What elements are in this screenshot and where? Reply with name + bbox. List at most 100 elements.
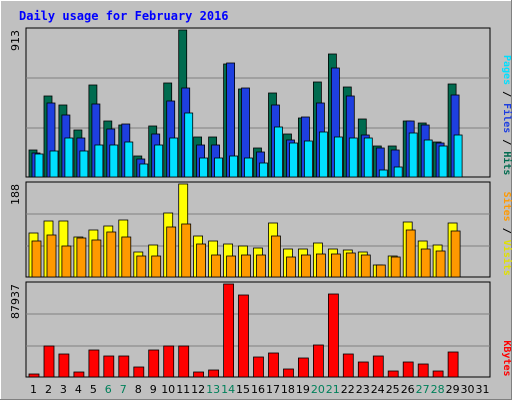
bar-pages-day-16 [259, 162, 268, 178]
bar-kbytes-day-13 [208, 369, 220, 378]
bar-kbytes-day-14 [223, 283, 235, 378]
day-tick-29: 29 [446, 383, 460, 396]
bar-kbytes-day-3 [58, 353, 70, 378]
bar-pages-day-12 [199, 157, 209, 178]
bar-pages-day-24 [378, 169, 388, 178]
bar-kbytes-day-11 [178, 345, 190, 378]
day-tick-23: 23 [356, 383, 370, 396]
bar-sites-day-16 [256, 254, 266, 278]
day-tick-22: 22 [341, 383, 355, 396]
y-max-label: 188 [9, 184, 22, 205]
chart-panels: 913 Pages / Files / Hits 188 Sites / Visits… [9, 27, 512, 378]
bar-sites-day-5 [91, 239, 102, 278]
day-tick-7: 7 [120, 383, 127, 396]
bar-kbytes-day-12 [193, 371, 205, 378]
bar-kbytes-day-29 [447, 351, 459, 378]
bar-kbytes-day-16 [253, 356, 264, 378]
day-tick-1: 1 [30, 383, 37, 396]
day-tick-2: 2 [45, 383, 52, 396]
panel-visits-sites: 188 Sites / Visits [9, 181, 512, 278]
bar-sites-day-1 [31, 240, 42, 278]
bar-kbytes-day-25 [387, 370, 399, 378]
day-axis: 1 2 3 4 5 6 7 8 9 10 11 12 13 14 15 16 17 18 19 20 21 22 23 24 2… [30, 383, 490, 396]
bar-sites-day-26 [405, 229, 416, 278]
day-tick-21: 21 [326, 383, 340, 396]
bar-sites-day-6 [106, 231, 117, 278]
bar-pages-day-13 [214, 157, 224, 178]
bar-sites-day-7 [121, 236, 132, 278]
bar-pages-day-14 [229, 155, 239, 178]
legend-separator: / [501, 133, 512, 151]
bar-sites-day-17 [271, 235, 281, 278]
panel-legend: Pages / Files / Hits [501, 55, 512, 175]
day-tick-28: 28 [431, 383, 445, 396]
day-tick-8: 8 [135, 383, 142, 396]
legend-visits: Visits [501, 240, 512, 276]
panel-legend: KBytes [501, 340, 512, 376]
legend-files: Files [501, 103, 512, 133]
day-tick-11: 11 [176, 383, 190, 396]
y-max-label: 87937 [9, 284, 22, 319]
bar-sites-day-20 [315, 253, 326, 278]
day-tick-4: 4 [75, 383, 82, 396]
bar-sites-day-25 [390, 256, 401, 278]
day-tick-10: 10 [161, 383, 175, 396]
day-tick-12: 12 [191, 383, 205, 396]
bar-pages-day-6 [109, 144, 119, 178]
bar-sites-day-15 [241, 254, 251, 278]
bar-kbytes-day-23 [357, 361, 369, 378]
bar-kbytes-day-17 [268, 352, 279, 378]
panel-legend: Sites / Visits [501, 192, 512, 276]
bar-sites-day-2 [46, 234, 57, 278]
legend-pages: Pages [501, 55, 512, 85]
bar-kbytes-day-21 [327, 293, 339, 378]
bar-pages-day-17 [274, 126, 283, 178]
day-tick-15: 15 [236, 383, 250, 396]
bar-pages-day-18 [289, 142, 298, 178]
bar-pages-day-4 [79, 150, 89, 178]
legend-separator: / [501, 222, 512, 240]
bar-kbytes-day-10 [163, 345, 175, 378]
bar-sites-day-14 [226, 255, 237, 278]
bar-sites-day-19 [300, 254, 311, 278]
legend-hits: Hits [501, 151, 512, 175]
bar-kbytes-day-22 [342, 353, 354, 378]
bar-kbytes-day-9 [148, 349, 160, 378]
bar-kbytes-day-6 [103, 355, 115, 378]
day-tick-14: 14 [221, 383, 235, 396]
bar-kbytes-day-19 [297, 357, 309, 378]
day-tick-3: 3 [60, 383, 67, 396]
bar-pages-day-1 [34, 153, 44, 178]
day-tick-30: 30 [461, 383, 475, 396]
bar-sites-day-27 [420, 248, 431, 278]
day-tick-26: 26 [401, 383, 415, 396]
day-tick-16: 16 [251, 383, 265, 396]
bar-pages-day-5 [94, 144, 104, 178]
bar-sites-day-12 [196, 243, 207, 278]
bar-kbytes-day-27 [417, 363, 429, 378]
bar-kbytes-day-7 [118, 355, 130, 378]
bar-pages-day-7 [124, 141, 134, 178]
bar-pages-day-10 [169, 137, 179, 178]
bar-sites-day-11 [181, 223, 192, 278]
bar-kbytes-day-4 [73, 371, 85, 378]
chart-title: Daily usage for February 2016 [19, 9, 229, 23]
bar-pages-day-28 [438, 145, 448, 178]
legend-sites: Sites [501, 192, 512, 222]
bar-sites-day-4 [76, 237, 87, 278]
bar-pages-day-19 [303, 140, 313, 178]
bar-kbytes-day-2 [43, 345, 55, 378]
day-tick-19: 19 [296, 383, 310, 396]
bar-kbytes-day-5 [88, 349, 100, 378]
bar-pages-day-22 [348, 137, 358, 178]
bar-pages-day-11 [184, 112, 194, 178]
bar-pages-day-26 [408, 132, 418, 178]
bar-sites-day-23 [360, 254, 371, 278]
day-tick-20: 20 [311, 383, 325, 396]
bar-sites-day-28 [435, 250, 446, 278]
bar-pages-day-9 [154, 144, 164, 178]
bar-sites-day-29 [450, 230, 461, 278]
bar-kbytes-day-28 [432, 370, 444, 378]
day-tick-25: 25 [386, 383, 400, 396]
